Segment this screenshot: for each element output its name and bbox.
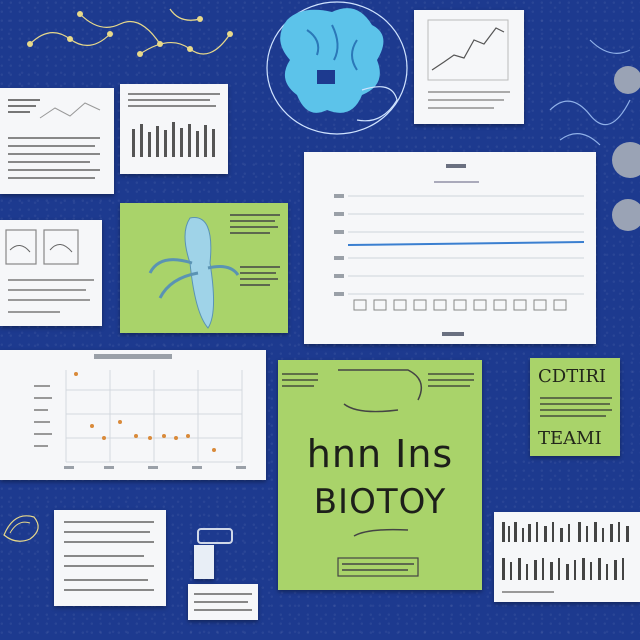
shell-doodle-icon: [549, 39, 640, 231]
document-card-3: [0, 220, 102, 326]
plant-card: [120, 203, 288, 333]
document-card-bottom-left: [54, 510, 166, 606]
neuron-doodle-icon: [27, 8, 233, 57]
text-card-bottom-right: [494, 512, 640, 602]
line-chart-card: [304, 152, 596, 344]
side-poster: CDTIRI TEAMI: [530, 358, 620, 456]
brain-illustration-icon: [266, 1, 408, 135]
side-poster-line1: CDTIRI: [538, 366, 606, 387]
poster-title-line2: BIOTOY: [313, 482, 447, 522]
clip-icon: [197, 528, 233, 544]
shell-doodle-bottom-icon: [3, 515, 39, 542]
chart-card-top-right: [414, 10, 524, 124]
side-poster-line2: TEAMI: [538, 428, 602, 449]
bar-chart-card: [120, 84, 228, 174]
document-card-bottom-small: [188, 584, 258, 620]
title-poster: hnn Ins BIOTOY: [278, 360, 482, 590]
poster-title-line1: hnn Ins: [306, 432, 454, 476]
document-card-1: [0, 88, 114, 194]
sticky-note: [194, 545, 214, 579]
scatter-chart-card: [0, 350, 266, 480]
